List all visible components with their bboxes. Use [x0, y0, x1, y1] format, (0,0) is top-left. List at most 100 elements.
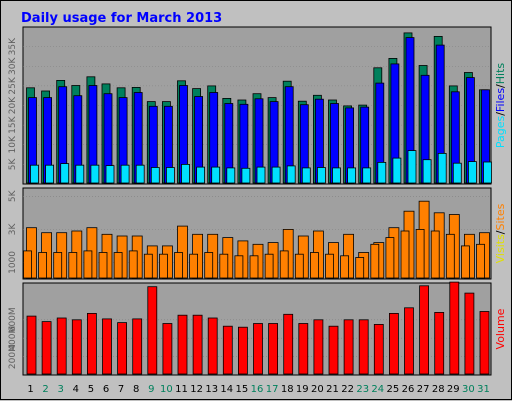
bar-sites [400, 230, 410, 279]
bar-pages [75, 164, 85, 184]
day-label: 22 [341, 384, 354, 395]
side-label-part: Sites [494, 203, 507, 230]
bar-pages [437, 152, 447, 184]
day-label: 2 [42, 384, 48, 395]
bar-sites [83, 250, 93, 279]
bar-volume [162, 323, 173, 375]
bar-pages [286, 165, 296, 184]
bar-volume [328, 325, 339, 375]
day-label: 13 [205, 384, 218, 395]
day-label: 27 [417, 384, 430, 395]
bar-sites [174, 252, 183, 279]
side-label-part: Pages [494, 116, 507, 149]
bar-pages [150, 167, 160, 184]
bar-sites [219, 253, 229, 279]
bar-sites [476, 243, 485, 279]
bar-sites [113, 252, 123, 279]
bar-sites [445, 233, 455, 279]
bar-sites [355, 257, 365, 279]
tick-label: 400M [8, 326, 18, 351]
bar-sites [234, 255, 244, 279]
day-label: 8 [133, 384, 139, 395]
bar-pages [45, 164, 54, 184]
tick-label: 200M [8, 344, 18, 369]
bar-sites [68, 252, 78, 279]
bar-pages [332, 167, 341, 184]
bar-volume [358, 319, 369, 375]
tick-label: 10K [8, 135, 18, 153]
bar-volume [343, 319, 354, 375]
day-label: 31 [477, 384, 490, 395]
bar-volume [388, 312, 399, 375]
bar-volume [87, 312, 97, 375]
bar-pages [377, 161, 387, 184]
tick-label: 20K [8, 96, 18, 114]
bar-sites [370, 243, 380, 279]
bar-pages [407, 150, 417, 184]
bar-volume [434, 311, 445, 375]
day-label: 1 [27, 384, 33, 395]
bar-volume [177, 314, 188, 375]
bar-sites [23, 250, 32, 279]
bar-volume [207, 317, 218, 375]
side-label-part: Hits [494, 63, 507, 85]
side-label-part: Volume [494, 308, 507, 349]
bar-volume [283, 313, 294, 375]
bar-volume [419, 285, 430, 375]
bar-pages [392, 157, 402, 184]
bar-sites [249, 255, 259, 279]
bar-pages [165, 167, 175, 184]
bar-pages [452, 162, 462, 184]
bar-pages [135, 164, 145, 184]
day-label: 15 [236, 384, 249, 395]
bar-sites [279, 250, 289, 279]
day-label: 23 [356, 384, 369, 395]
tick-label: 5K [8, 189, 18, 202]
bar-pages [30, 164, 39, 184]
bar-sites [128, 250, 138, 279]
day-label: 30 [462, 384, 475, 395]
bar-sites [325, 253, 334, 279]
side-label: Visits/Sites [494, 203, 507, 263]
tick-label: 35K [8, 37, 18, 55]
bar-pages [256, 166, 266, 184]
bar-pages [422, 159, 432, 184]
day-label: 28 [432, 384, 445, 395]
bar-volume [253, 323, 263, 375]
bar-volume [102, 318, 112, 375]
bar-sites [340, 255, 350, 279]
bar-volume [298, 323, 309, 375]
day-label: 18 [281, 384, 294, 395]
bar-pages [483, 161, 492, 184]
bar-volume [71, 319, 82, 375]
day-label: 19 [296, 384, 309, 395]
side-label: Volume [494, 308, 507, 349]
bar-sites [415, 228, 425, 279]
chart-panels: 5K10K15K20K25K30K35KPages/Files/Hits1000… [8, 26, 507, 395]
bar-sites [385, 237, 395, 279]
bar-volume [449, 281, 460, 375]
bar-sites [204, 252, 214, 279]
side-label-part: / [494, 84, 507, 88]
bar-pages [241, 167, 251, 184]
bar-pages [196, 166, 206, 184]
day-label: 17 [266, 384, 279, 395]
bar-pages [347, 167, 357, 184]
bar-volume [268, 323, 279, 375]
tick-label: 600M [8, 307, 18, 332]
day-label: 3 [58, 384, 64, 395]
day-label: 25 [387, 384, 400, 395]
bar-sites [189, 253, 199, 279]
tick-label: 30K [8, 56, 18, 74]
bar-sites [53, 252, 63, 279]
bar-volume [147, 286, 158, 375]
tick-label: 3K [8, 222, 18, 235]
bar-pages [90, 164, 100, 184]
bar-volume [479, 311, 490, 375]
side-label-part: Files [494, 88, 507, 112]
bar-volume [237, 326, 248, 375]
day-label: 7 [118, 384, 124, 395]
side-label-part: Visits [494, 234, 507, 263]
